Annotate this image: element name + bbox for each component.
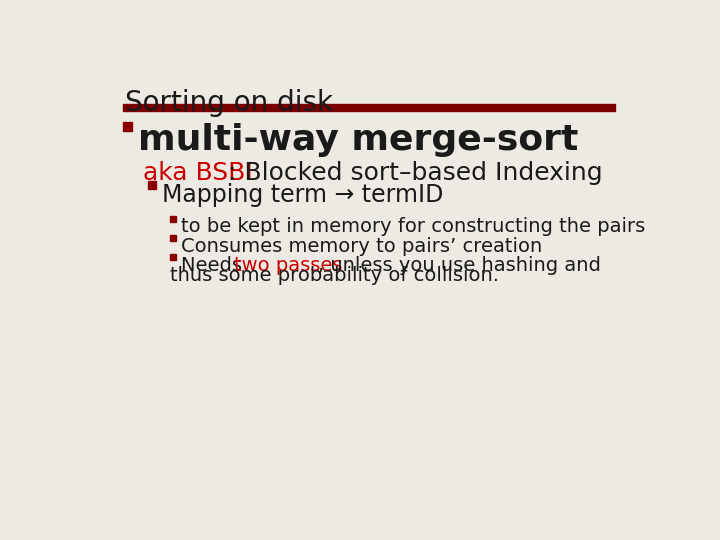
Text: thus some probability of collision.: thus some probability of collision.: [170, 266, 499, 285]
Text: Consumes memory to pairs’ creation: Consumes memory to pairs’ creation: [181, 237, 543, 255]
Text: aka BSBI: aka BSBI: [143, 161, 253, 185]
Text: Mapping term → termID: Mapping term → termID: [162, 183, 444, 207]
Text: Sorting on disk: Sorting on disk: [125, 90, 333, 117]
Bar: [122, 122, 132, 131]
Bar: [122, 104, 616, 111]
Bar: [148, 181, 156, 189]
Text: Needs: Needs: [181, 256, 248, 275]
Text: : Blocked sort–based Indexing: : Blocked sort–based Indexing: [228, 161, 603, 185]
Text: , unless you use hashing and: , unless you use hashing and: [318, 256, 600, 275]
Bar: [170, 235, 176, 241]
Text: two passes: two passes: [233, 256, 342, 275]
Text: to be kept in memory for constructing the pairs: to be kept in memory for constructing th…: [181, 217, 646, 237]
Bar: [170, 254, 176, 260]
Bar: [170, 215, 176, 222]
Text: multi-way merge-sort: multi-way merge-sort: [138, 123, 578, 157]
